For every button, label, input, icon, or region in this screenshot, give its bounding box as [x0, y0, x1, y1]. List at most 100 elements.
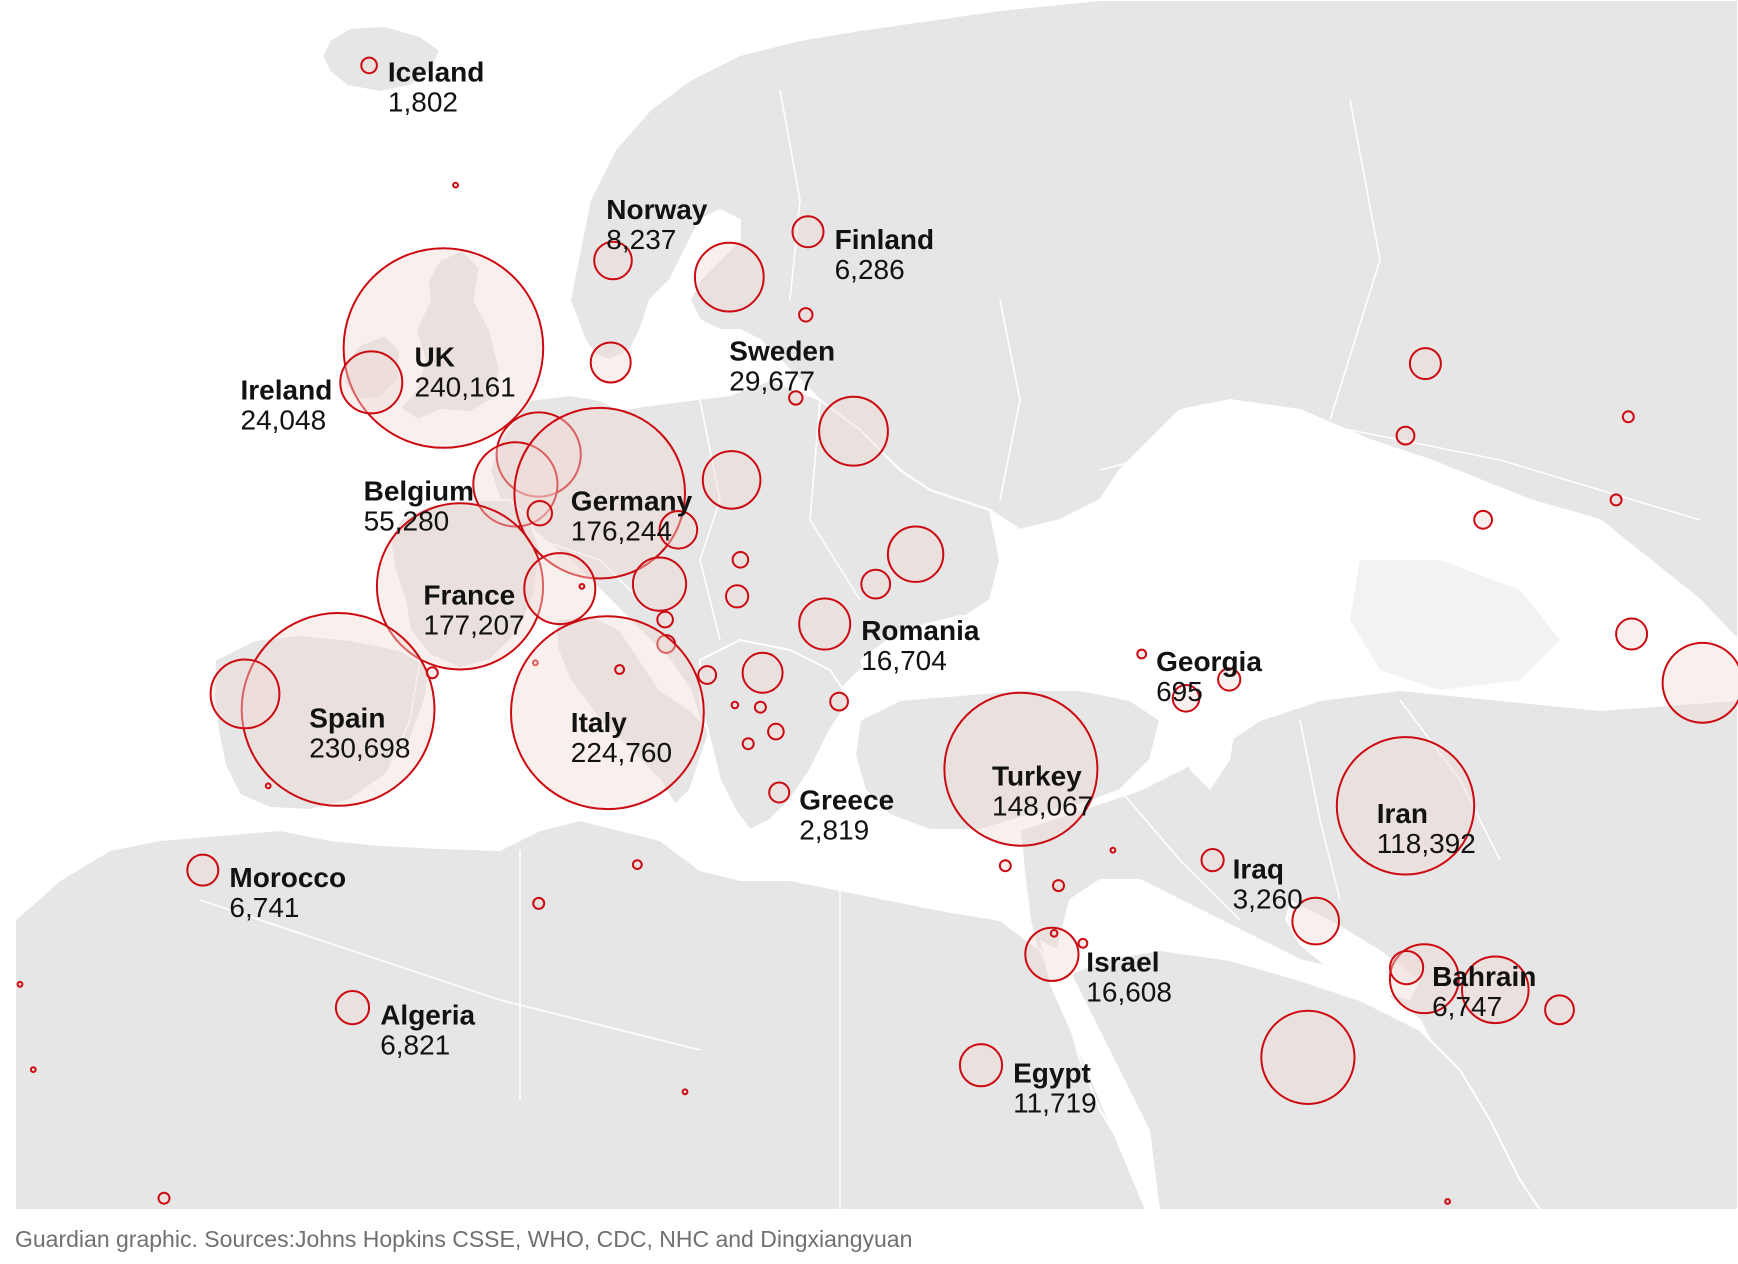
country-name: Georgia	[1156, 646, 1262, 677]
case-count: 24,048	[241, 405, 327, 436]
case-bubble	[631, 556, 688, 612]
case-bubble	[741, 651, 784, 694]
case-bubble	[1388, 943, 1460, 1015]
case-count: 29,677	[729, 366, 815, 397]
case-count: 230,698	[309, 733, 410, 764]
case-bubble	[1615, 617, 1649, 651]
case-bubble	[1661, 641, 1738, 724]
case-bubble	[725, 584, 750, 609]
balkans-landmass	[699, 638, 852, 832]
case-bubble	[334, 990, 371, 1026]
case-bubble	[1217, 667, 1242, 692]
land-masses	[14, 0, 1738, 1211]
case-bubble	[513, 406, 687, 580]
case-bubble	[656, 610, 674, 629]
border-line	[779, 89, 801, 301]
country-name: Ireland	[241, 375, 333, 406]
case-bubble	[16, 980, 24, 988]
case-bubble	[1052, 879, 1065, 893]
case-bubble	[523, 552, 597, 626]
case-count: 8,237	[606, 224, 676, 255]
case-bubble	[1024, 926, 1080, 982]
case-bubble	[1609, 493, 1623, 507]
case-bubble	[697, 665, 718, 685]
country-name: Iraq	[1233, 853, 1284, 884]
case-bubble	[532, 659, 539, 667]
case-bubble	[425, 666, 439, 680]
case-bubble	[452, 181, 460, 189]
case-bubble	[1408, 347, 1442, 381]
ireland-landmass	[342, 333, 402, 402]
case-bubble	[1461, 955, 1530, 1025]
case-bubble	[375, 502, 545, 671]
border-line	[1399, 699, 1501, 861]
case-bubble	[209, 658, 281, 730]
country-name: Romania	[861, 615, 980, 646]
case-bubble	[614, 664, 625, 675]
case-bubble	[731, 551, 750, 569]
case-count: 11,719	[1013, 1087, 1097, 1118]
country-name: UK	[415, 341, 455, 372]
country-name: Greece	[799, 785, 894, 816]
case-bubble	[860, 568, 892, 600]
case-count: 6,821	[380, 1030, 450, 1061]
red-sea	[1040, 940, 1160, 1210]
case-count: 695	[1156, 676, 1203, 707]
case-count: 6,286	[835, 254, 905, 285]
case-bubble	[1444, 1198, 1451, 1205]
border-line	[379, 659, 421, 791]
case-bubble	[1260, 1009, 1356, 1106]
country-name: Bahrain	[1432, 961, 1536, 992]
country-name: Turkey	[992, 760, 1082, 791]
case-bubble	[1136, 648, 1148, 660]
case-bubble	[510, 615, 705, 811]
country-borders	[199, 89, 1701, 1210]
country-name: Norway	[606, 194, 708, 225]
case-bubble	[1291, 896, 1340, 946]
border-line	[999, 299, 1021, 501]
case-bubble	[943, 691, 1099, 847]
case-bubble	[532, 896, 546, 910]
case-bubble	[818, 395, 889, 467]
case-count: 16,704	[861, 645, 947, 676]
case-bubble	[157, 1191, 171, 1205]
country-name: Germany	[571, 485, 693, 516]
country-name: Italy	[571, 707, 627, 738]
case-bubble	[578, 583, 586, 590]
case-bubble	[360, 56, 378, 75]
case-bubble	[1077, 937, 1089, 949]
case-count: 2,819	[799, 815, 869, 846]
case-bubble	[1200, 848, 1225, 873]
border-line	[1299, 719, 1341, 901]
border-line	[199, 899, 701, 1051]
case-count: 55,280	[364, 505, 450, 536]
country-name: Sweden	[729, 336, 835, 367]
france-landmass	[388, 499, 542, 670]
desert-region-east	[1350, 560, 1560, 690]
country-name: Belgium	[364, 475, 474, 506]
country-name: France	[423, 580, 515, 611]
border-line	[1329, 99, 1381, 421]
case-bubble	[693, 241, 765, 313]
case-bubble	[526, 500, 553, 527]
persian-gulf	[1285, 900, 1420, 1000]
case-count: 224,760	[571, 737, 672, 768]
case-bubble	[1109, 846, 1117, 854]
north-africa-landmass	[14, 818, 1162, 1211]
